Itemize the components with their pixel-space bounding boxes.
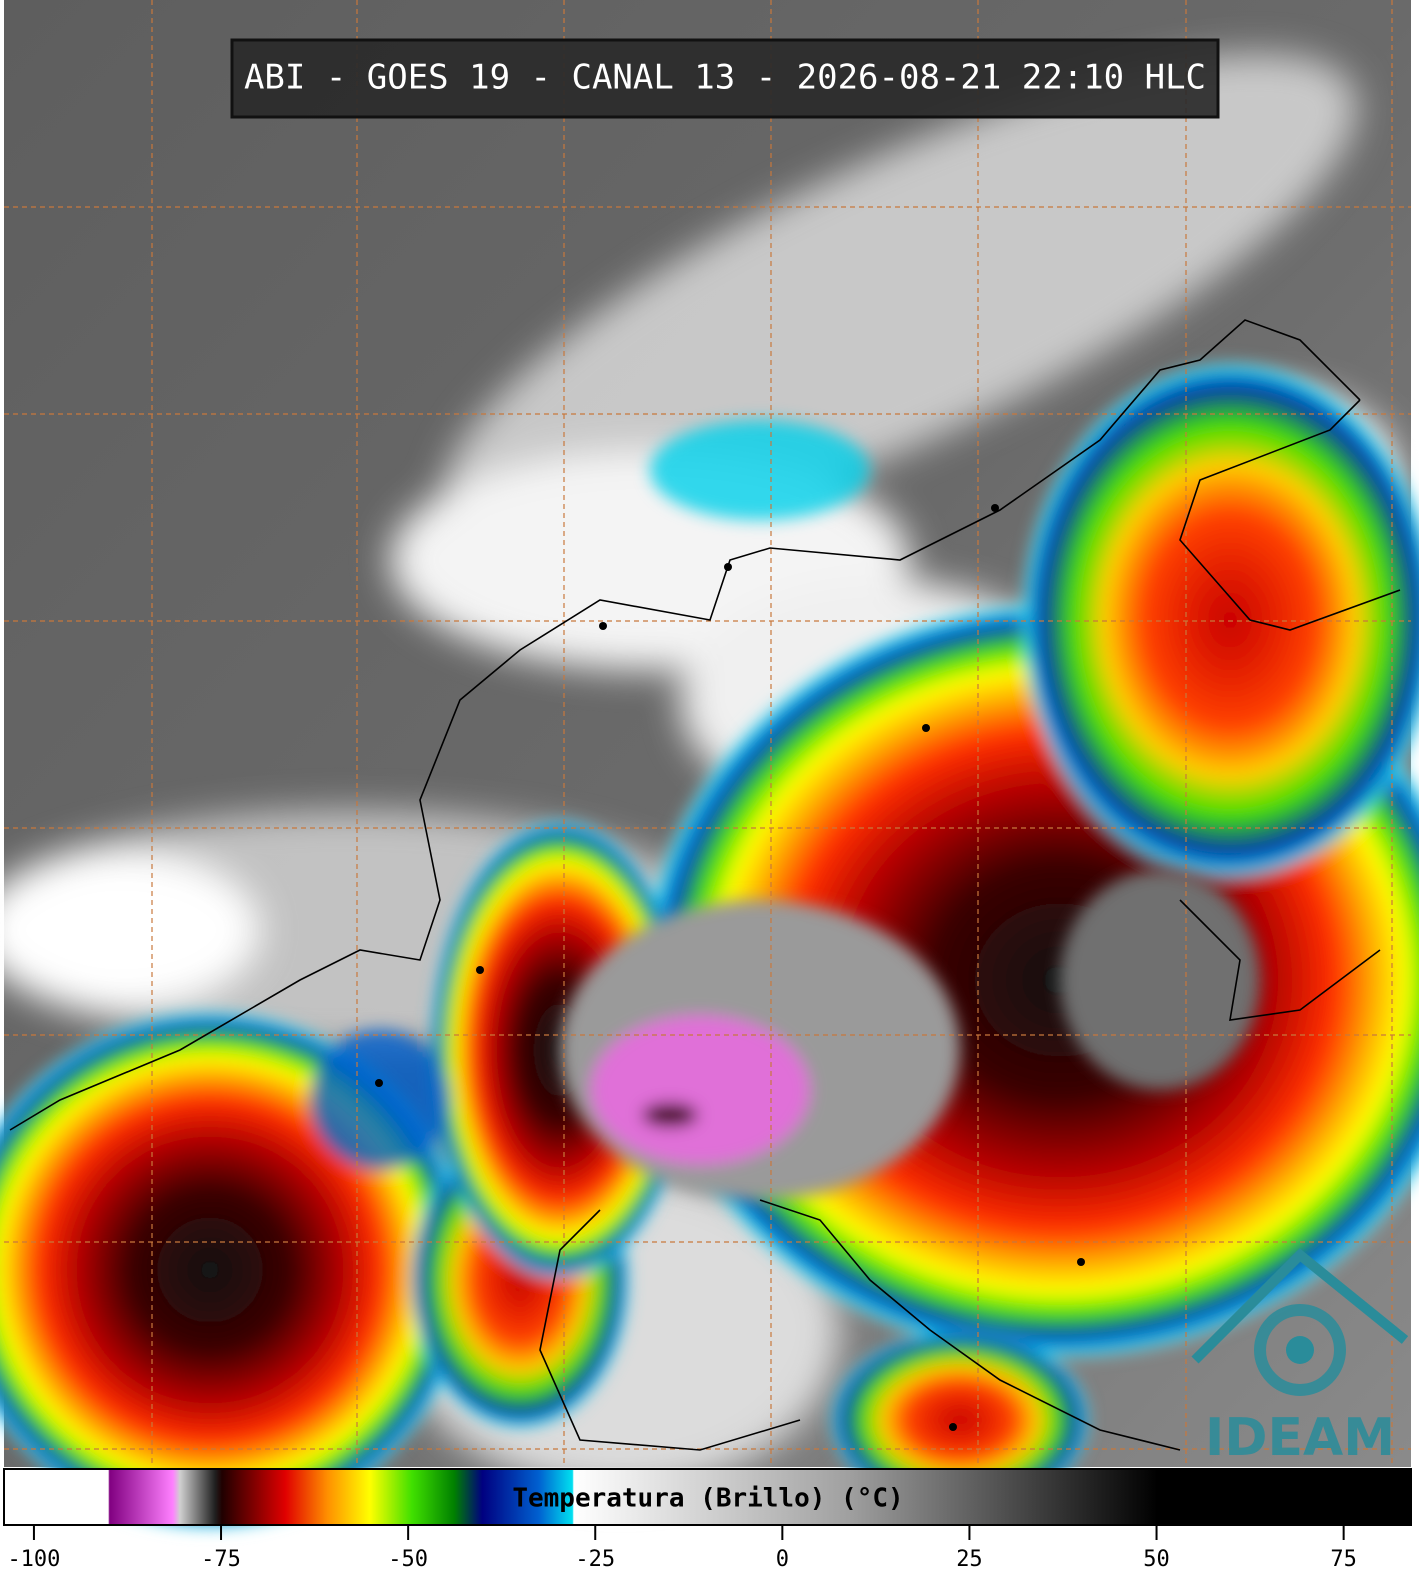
tick-label: 75 [1330, 1547, 1357, 1572]
colorbar: Temperatura (Brillo) (°C) -100 -75 -50 -25 0… [3, 1468, 1412, 1572]
satellite-image [0, 0, 1419, 1530]
tick-label: 0 [776, 1547, 789, 1572]
tick-label: 25 [956, 1547, 983, 1572]
tick-label: 50 [1143, 1547, 1170, 1572]
logo: IDEAM [1191, 1248, 1409, 1468]
cities [375, 504, 1085, 1431]
borders [9, 319, 1401, 1451]
tick-label: -100 [7, 1547, 60, 1572]
tick-label: -25 [575, 1547, 615, 1572]
title: ABI - GOES 19 - CANAL 13 - 2026-08-21 22… [244, 58, 1206, 98]
tick-label: -75 [201, 1547, 241, 1572]
logo-text: IDEAM [1205, 1408, 1395, 1468]
tick-label: -50 [388, 1547, 428, 1572]
colorbar-label: Temperatura (Brillo) (°C) [512, 1484, 903, 1514]
title-box: ABI - GOES 19 - CANAL 13 - 2026-08-21 22… [230, 38, 1220, 119]
